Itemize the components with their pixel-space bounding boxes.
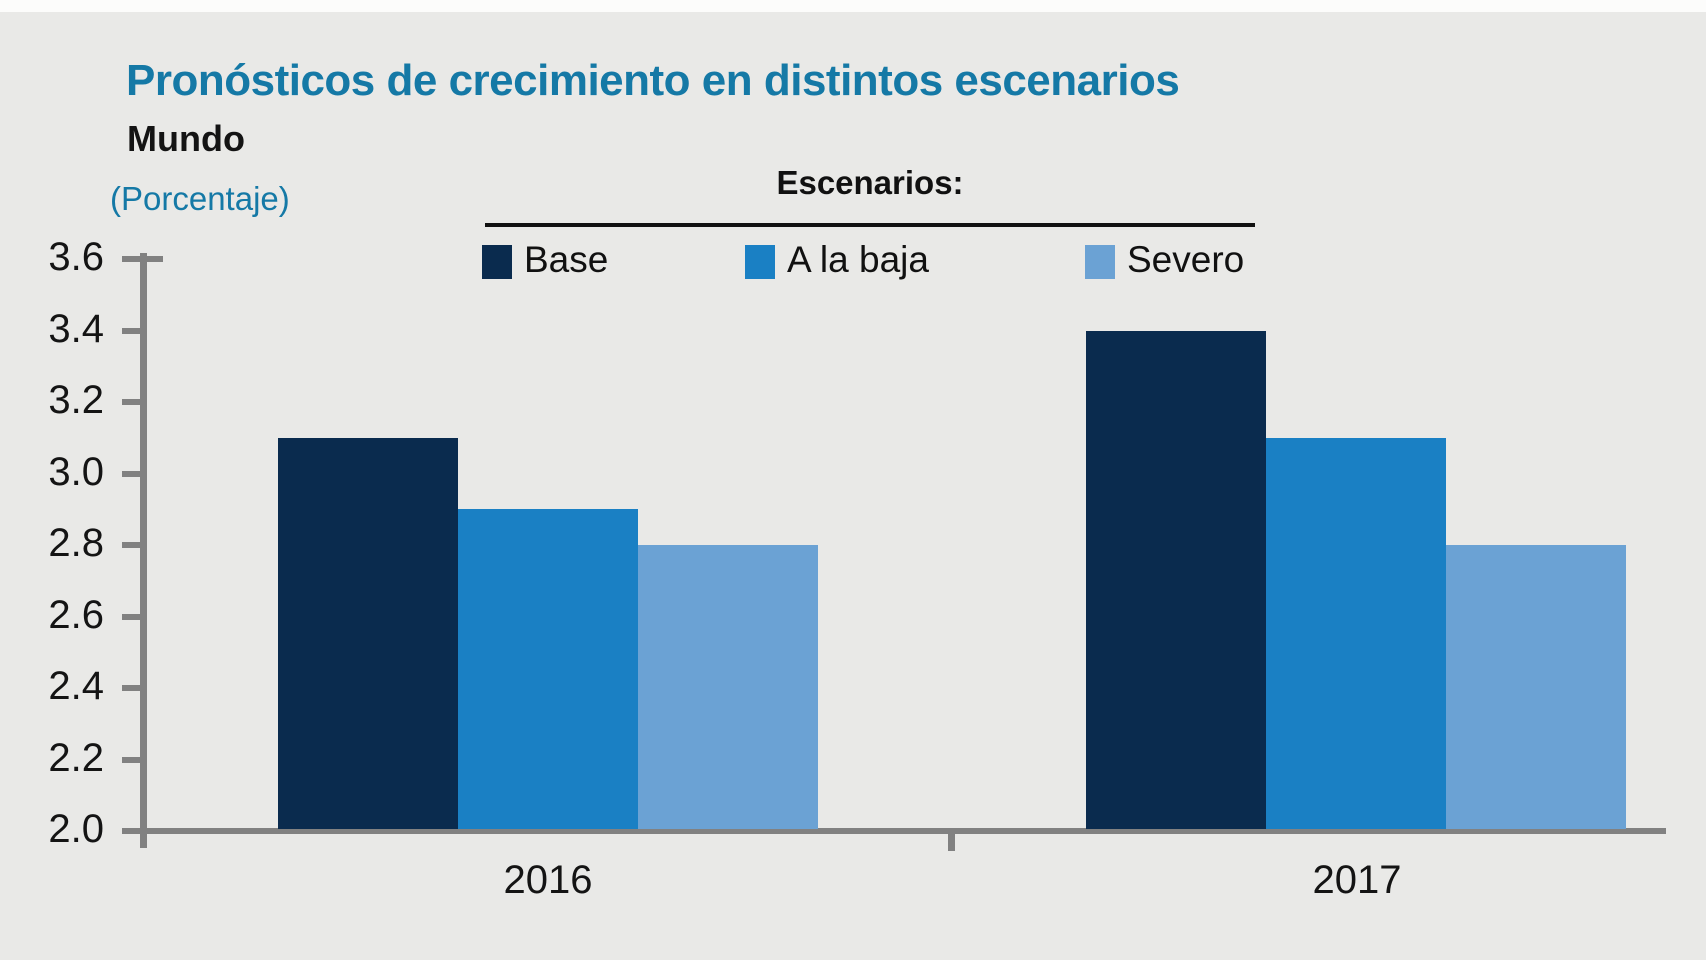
x-axis: [123, 828, 1666, 834]
x-axis-mid-tick: [948, 834, 955, 851]
y-axis: [140, 253, 147, 848]
region-label: Mundo: [127, 118, 245, 159]
legend-underline: [485, 223, 1255, 227]
bar-2016-severo: [638, 545, 818, 829]
y-tick-label-2.2: 2.2: [48, 735, 104, 780]
legend-label-a-la-baja: A la baja: [787, 239, 929, 280]
legend-item-a-la-baja: A la baja: [745, 239, 929, 281]
y-tick-3.2: [122, 399, 141, 405]
bar-2016-base: [278, 437, 458, 829]
y-tick-3.6: [122, 256, 163, 262]
legend-item-severo: Severo: [1085, 239, 1245, 281]
y-tick-label-3.6: 3.6: [48, 235, 104, 279]
x-label-2016: 2016: [503, 858, 593, 902]
y-tick-3.4: [122, 327, 141, 334]
legend-label-base: Base: [524, 239, 609, 280]
y-tick-label-2.0: 2.0: [48, 807, 104, 851]
y-tick-label-3.2: 3.2: [48, 378, 104, 422]
legend-swatch-severo: [1085, 245, 1115, 279]
legend-swatch-base: [482, 245, 512, 279]
x-label-2017: 2017: [1312, 858, 1402, 902]
legend-item-base: Base: [482, 239, 609, 281]
top-edge-highlight: [0, 0, 1706, 12]
bar-2017-a-la-baja: [1266, 437, 1446, 829]
y-tick-label-2.6: 2.6: [48, 592, 104, 637]
y-tick-2.8: [122, 542, 141, 548]
y-tick-2.6: [122, 613, 141, 620]
legend-label-severo: Severo: [1127, 239, 1245, 280]
y-tick-label-3.4: 3.4: [48, 306, 104, 351]
bar-2017-severo: [1446, 545, 1626, 829]
bar-2017-base: [1086, 330, 1266, 829]
legend-swatch-a-la-baja: [745, 245, 775, 279]
y-tick-2.4: [122, 685, 141, 691]
bar-2016-a-la-baja: [458, 509, 638, 829]
y-tick-label-2.4: 2.4: [48, 664, 104, 708]
unit-label: (Porcentaje): [110, 180, 290, 217]
chart-title: Pronósticos de crecimiento en distintos …: [126, 56, 1180, 105]
y-tick-2.2: [122, 756, 141, 763]
y-tick-2.0: [122, 828, 141, 834]
y-tick-3.0: [122, 470, 141, 477]
y-tick-label-2.8: 2.8: [48, 521, 104, 565]
y-tick-label-3.0: 3.0: [48, 449, 104, 494]
legend-title: Escenarios:: [776, 164, 964, 201]
